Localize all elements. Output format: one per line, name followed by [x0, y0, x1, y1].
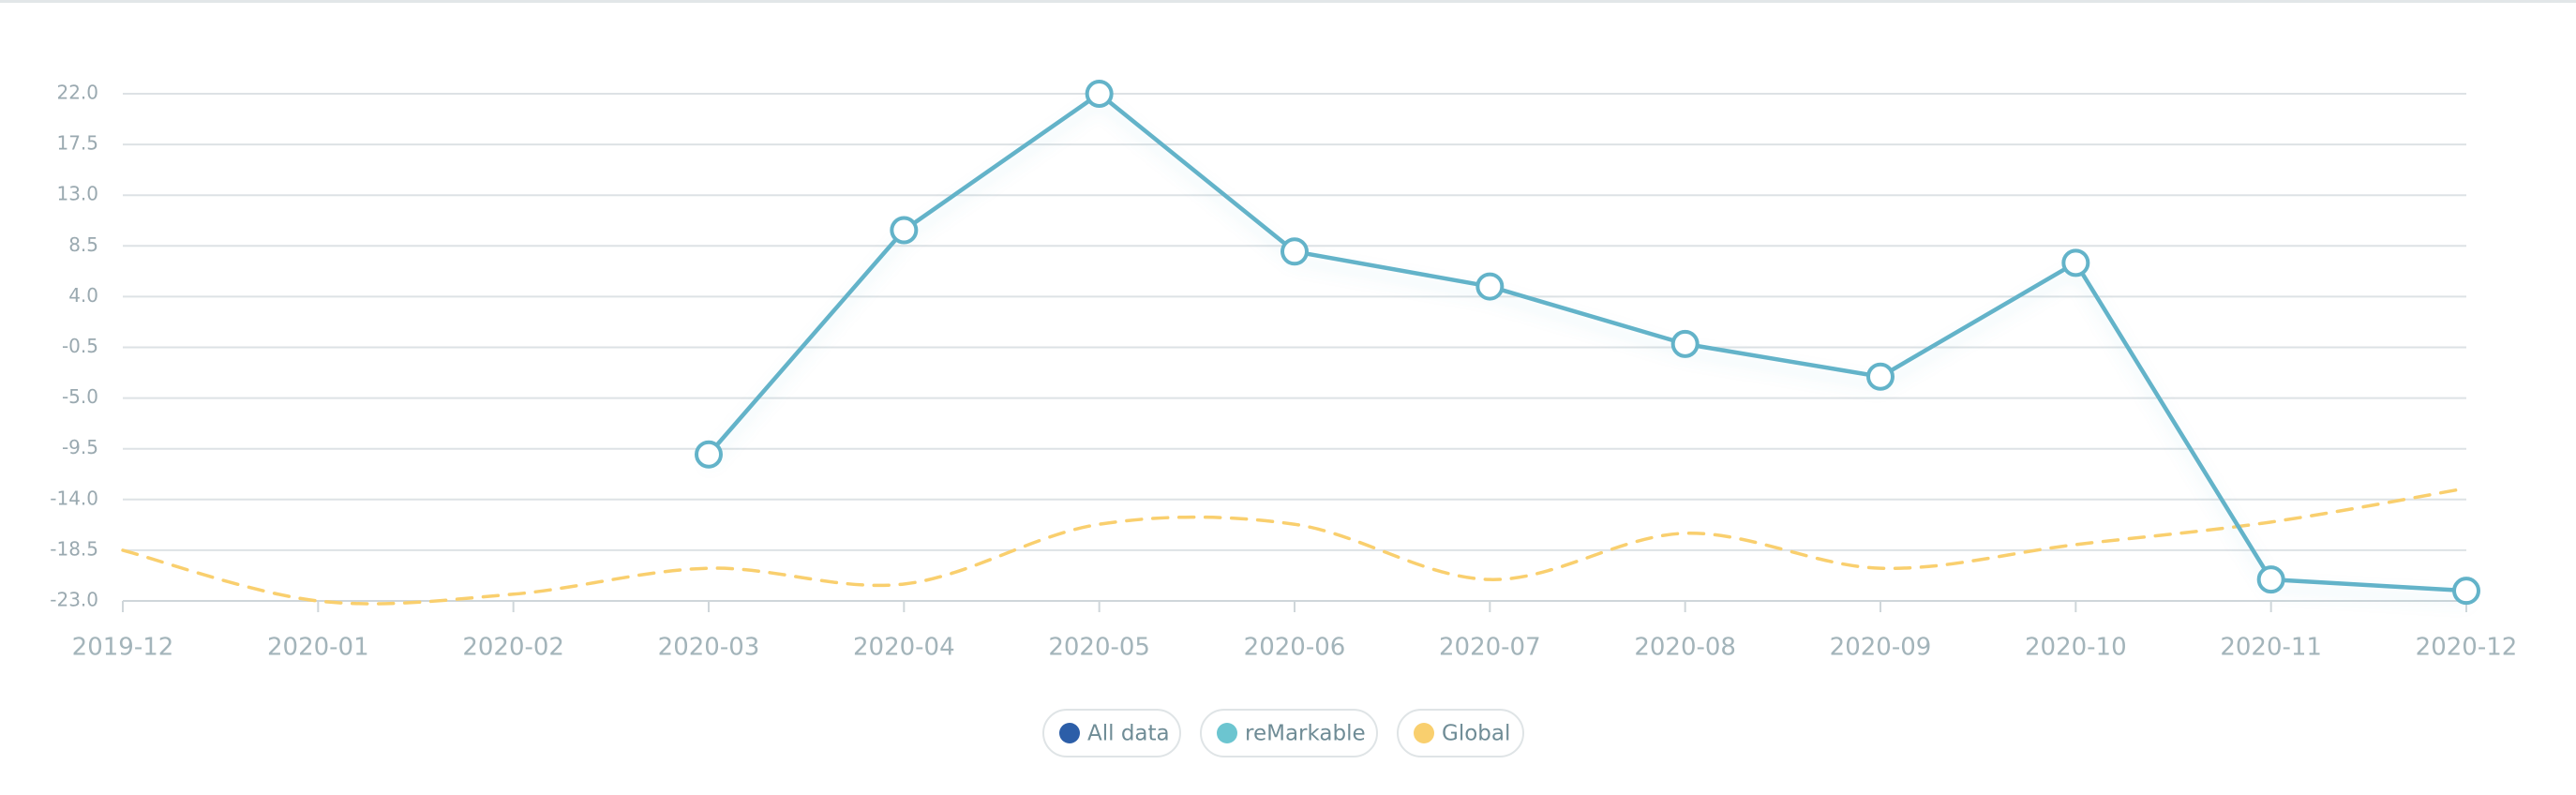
point-marker: [1085, 80, 1114, 108]
y-tick-label: -9.5: [62, 436, 98, 458]
x-tick-label: 2020-03: [658, 634, 760, 662]
legend-item[interactable]: reMarkable: [1200, 709, 1378, 758]
legend-swatch: [1059, 723, 1080, 743]
x-tick-label: 2020-05: [1048, 634, 1150, 662]
legend-label: All data: [1087, 722, 1170, 746]
y-tick-label: -23.0: [50, 589, 98, 611]
series-line: [706, 91, 2469, 593]
legend-pill: [1200, 709, 1378, 758]
point-marker: [695, 440, 723, 469]
legend-item[interactable]: Global: [1397, 709, 1524, 758]
legend-label: Global: [1442, 722, 1510, 746]
legend-item[interactable]: All data: [1042, 709, 1181, 758]
point-marker: [2061, 248, 2090, 278]
x-tick-label: 2019-12: [72, 634, 174, 662]
x-tick-label: 2020-08: [1634, 634, 1736, 662]
y-tick-label: 4.0: [68, 284, 98, 307]
x-tick-label: 2020-09: [1830, 634, 1932, 662]
series-line: [121, 487, 2468, 606]
y-tick-label: 13.0: [56, 183, 98, 205]
x-tick-label: 2020-04: [853, 634, 955, 662]
point-marker: [1281, 237, 1309, 266]
point-marker: [2256, 565, 2285, 594]
x-tick-label: 2020-12: [2416, 634, 2518, 662]
point-marker: [1475, 272, 1505, 301]
top-border: [0, 0, 2576, 3]
point-marker: [2452, 577, 2480, 606]
x-tick-label: 2020-02: [462, 634, 564, 662]
y-tick-label: -5.0: [62, 385, 98, 408]
point-marker: [1670, 329, 1700, 358]
x-tick-label: 2020-01: [267, 634, 369, 662]
x-tick-label: 2020-10: [2025, 634, 2127, 662]
legend-pill: [1397, 709, 1524, 758]
y-tick-label: -0.5: [62, 335, 98, 357]
point-marker: [890, 216, 919, 245]
y-tick-label: -14.0: [50, 487, 98, 509]
legend-pill: [1042, 709, 1181, 758]
x-tick-label: 2020-07: [1439, 634, 1541, 662]
x-tick-label: 2020-11: [2220, 634, 2322, 662]
y-tick-label: 17.5: [56, 132, 98, 155]
y-tick-label: 22.0: [56, 82, 98, 104]
legend-swatch: [1414, 723, 1434, 743]
point-marker: [1866, 362, 1895, 391]
legend-swatch: [1217, 723, 1237, 743]
legend-label: reMarkable: [1245, 722, 1366, 746]
x-tick-label: 2020-06: [1244, 634, 1346, 662]
y-tick-label: -18.5: [50, 537, 98, 560]
y-tick-label: 8.5: [68, 233, 98, 256]
